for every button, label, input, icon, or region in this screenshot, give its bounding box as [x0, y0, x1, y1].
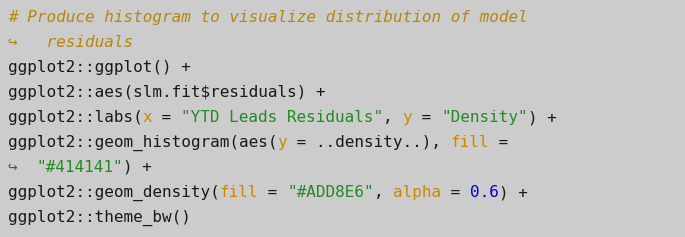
- Text: = ..density..),: = ..density..),: [287, 135, 451, 150]
- Text: ) +: ) +: [527, 110, 557, 125]
- Text: ) +: ) +: [499, 185, 527, 200]
- Text: ,: ,: [374, 185, 393, 200]
- Text: ggplot2::theme_bw(): ggplot2::theme_bw(): [8, 210, 191, 226]
- Text: ggplot2::geom_histogram(aes(: ggplot2::geom_histogram(aes(: [8, 135, 277, 151]
- Text: "Density": "Density": [441, 110, 527, 125]
- Text: =: =: [441, 185, 470, 200]
- Text: "#414141": "#414141": [37, 160, 123, 175]
- Text: ↪: ↪: [8, 160, 37, 175]
- Text: y: y: [403, 110, 412, 125]
- Text: =: =: [412, 110, 441, 125]
- Text: ggplot2::aes(slm.fit$residuals) +: ggplot2::aes(slm.fit$residuals) +: [8, 85, 325, 100]
- Text: ggplot2::ggplot() +: ggplot2::ggplot() +: [8, 60, 191, 75]
- Text: y: y: [277, 135, 287, 150]
- Text: =: =: [489, 135, 508, 150]
- Text: ggplot2::geom_density(: ggplot2::geom_density(: [8, 185, 220, 201]
- Text: x: x: [142, 110, 152, 125]
- Text: 0.6: 0.6: [470, 185, 499, 200]
- Text: =: =: [258, 185, 287, 200]
- Text: # Produce histogram to visualize distribution of model: # Produce histogram to visualize distrib…: [8, 10, 527, 25]
- Text: fill: fill: [451, 135, 489, 150]
- Text: ) +: ) +: [123, 160, 152, 175]
- Text: "YTD Leads Residuals": "YTD Leads Residuals": [182, 110, 384, 125]
- Text: alpha: alpha: [393, 185, 441, 200]
- Text: ggplot2::labs(: ggplot2::labs(: [8, 110, 142, 125]
- Text: fill: fill: [220, 185, 258, 200]
- Text: ↪   residuals: ↪ residuals: [8, 35, 133, 50]
- Text: =: =: [152, 110, 182, 125]
- Text: "#ADD8E6": "#ADD8E6": [287, 185, 374, 200]
- Text: ,: ,: [384, 110, 403, 125]
